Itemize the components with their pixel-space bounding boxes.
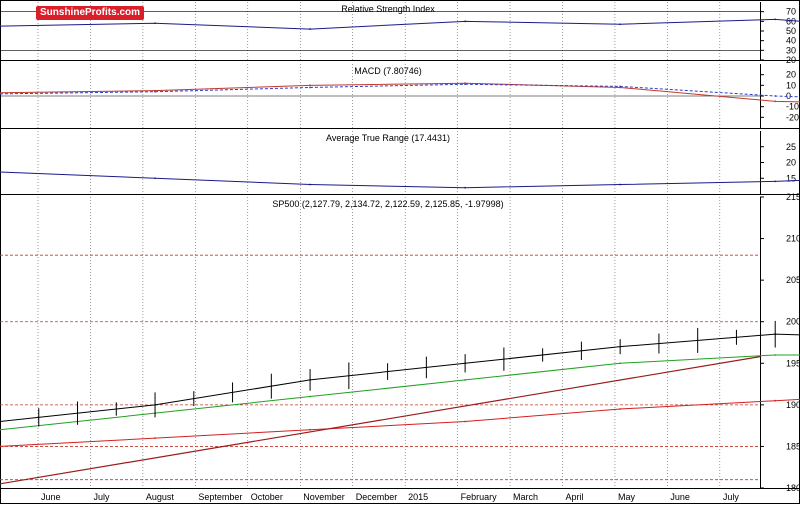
rsi-point: [619, 23, 622, 26]
price-y-tick-label: 2100: [786, 234, 800, 244]
x-tick-label: June: [41, 492, 61, 502]
x-tick-label: November: [303, 492, 345, 502]
price-y-tick-label: 1950: [786, 358, 800, 368]
price-point: [464, 420, 467, 423]
x-tick-label: April: [566, 492, 584, 502]
macd-point: [619, 85, 622, 88]
price-title: SP500 (2,127.79, 2,134.72, 2,122.59, 2,1…: [272, 199, 503, 209]
price-point: [464, 379, 467, 381]
macd-point: [309, 86, 311, 89]
atr-y-tick-label: 15: [786, 173, 796, 183]
macd-point: [464, 83, 467, 86]
long-trend-line: [0, 356, 761, 485]
atr-point: [0, 171, 1, 173]
price-point: [309, 395, 311, 398]
rsi-point: [464, 20, 467, 23]
x-tick-label: October: [251, 492, 283, 502]
atr-y-tick-label: 25: [786, 142, 796, 152]
x-tick-label: July: [723, 492, 740, 502]
atr-point: [464, 186, 467, 189]
atr-point: [619, 183, 622, 186]
x-tick-label: July: [93, 492, 110, 502]
macd-title: MACD (7.80746): [354, 66, 422, 76]
price-point: [619, 362, 622, 365]
rsi-point: [774, 18, 777, 21]
atr-title: Average True Range (17.4431): [326, 133, 450, 143]
price-point: [0, 445, 1, 448]
price-y-tick-label: 2000: [786, 317, 800, 327]
price-y-tick-label: 1900: [786, 400, 800, 410]
macd-series-0: [0, 82, 800, 103]
macd-point: [154, 90, 156, 93]
rsi-title: Relative Strength Index: [341, 4, 435, 14]
atr-point: [154, 177, 156, 180]
rsi-y-tick-label: 70: [786, 7, 796, 17]
macd-point: [774, 95, 777, 97]
rsi-y-tick-label: 50: [786, 26, 796, 36]
x-tick-label: March: [513, 492, 538, 502]
x-tick-label: August: [146, 492, 175, 502]
macd-y-tick-label: 0: [786, 91, 791, 101]
rsi-y-tick-label: 60: [786, 16, 796, 26]
price-series-1: [0, 354, 800, 431]
macd-point: [0, 92, 1, 95]
x-tick-label: February: [461, 492, 498, 502]
price-y-tick-label: 2050: [786, 275, 800, 285]
price-point: [774, 399, 777, 402]
x-tick-label: September: [198, 492, 242, 502]
price-point: [774, 354, 777, 356]
x-tick-label: May: [618, 492, 636, 502]
atr-point: [309, 183, 311, 186]
macd-y-tick-label: -20: [786, 112, 799, 122]
rsi-y-tick-label: 20: [786, 55, 796, 65]
atr-point: [774, 180, 777, 183]
price-point: [0, 428, 1, 431]
atr-series-0: [0, 171, 800, 189]
rsi-point: [309, 28, 311, 30]
price-point: [154, 437, 156, 440]
price-y-tick-label: 1800: [786, 483, 800, 493]
x-tick-label: June: [670, 492, 690, 502]
price-point: [309, 428, 311, 431]
macd-point: [309, 84, 311, 87]
x-tick-label: 2015: [408, 492, 428, 502]
price-y-tick-label: 2150: [786, 192, 800, 202]
macd-y-tick-label: -10: [786, 102, 799, 112]
x-tick-label: December: [356, 492, 398, 502]
rsi-point: [154, 22, 156, 25]
macd-y-tick-label: 20: [786, 70, 796, 80]
sunshine-profits-logo[interactable]: SunshineProfits.com: [36, 6, 145, 20]
macd-point: [774, 100, 777, 103]
price-point: [619, 408, 622, 410]
rsi-point: [0, 25, 1, 28]
price-series-0: [0, 333, 800, 422]
atr-y-tick-label: 20: [786, 158, 796, 168]
rsi-y-tick-label: 30: [786, 45, 796, 55]
rsi-y-tick-label: 40: [786, 36, 796, 46]
price-y-tick-label: 1850: [786, 441, 800, 451]
macd-y-tick-label: 10: [786, 80, 796, 90]
